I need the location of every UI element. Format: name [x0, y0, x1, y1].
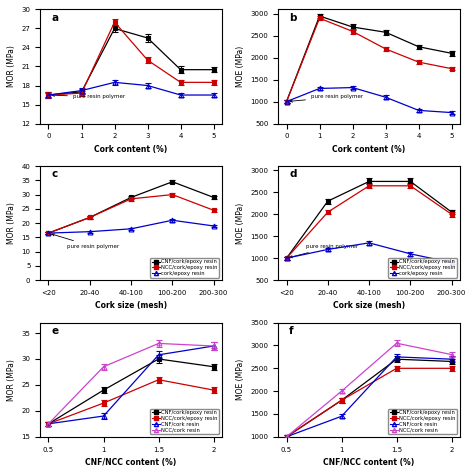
Y-axis label: MOE (MPa): MOE (MPa): [236, 202, 245, 244]
Text: pure resin polymer: pure resin polymer: [52, 234, 119, 249]
Legend: CNF/cork/epoxy resin, NCC/cork/epoxy resin, cork/epoxy resin: CNF/cork/epoxy resin, NCC/cork/epoxy res…: [388, 258, 457, 278]
Text: f: f: [289, 326, 294, 336]
Text: d: d: [289, 170, 297, 180]
X-axis label: Cork content (%): Cork content (%): [332, 145, 406, 154]
Text: c: c: [51, 170, 57, 180]
Y-axis label: MOR (MPa): MOR (MPa): [7, 46, 16, 87]
Y-axis label: MOR (MPa): MOR (MPa): [7, 359, 16, 401]
Text: pure resin polymer: pure resin polymer: [290, 94, 363, 102]
X-axis label: CNF/NCC content (%): CNF/NCC content (%): [85, 458, 177, 467]
Legend: CNF/cork/epoxy resin, NCC/cork/epoxy resin, CNF/cork resin, NCC/cork resin: CNF/cork/epoxy resin, NCC/cork/epoxy res…: [388, 409, 457, 434]
X-axis label: Cork size (mesh): Cork size (mesh): [95, 301, 167, 310]
X-axis label: Cork content (%): Cork content (%): [94, 145, 168, 154]
Y-axis label: MOE (MPa): MOE (MPa): [236, 46, 245, 87]
Y-axis label: MOR (MPa): MOR (MPa): [7, 202, 16, 244]
Text: e: e: [51, 326, 58, 336]
X-axis label: Cork size (mesh): Cork size (mesh): [333, 301, 405, 310]
Text: pure resin polymer: pure resin polymer: [290, 244, 357, 258]
X-axis label: CNF/NCC content (%): CNF/NCC content (%): [323, 458, 415, 467]
Text: b: b: [289, 13, 297, 23]
Text: a: a: [51, 13, 58, 23]
Legend: CNF/cork/epoxy resin, NCC/cork/epoxy resin, CNF/cork resin, NCC/cork resin: CNF/cork/epoxy resin, NCC/cork/epoxy res…: [150, 409, 219, 434]
Text: pure resin polymer: pure resin polymer: [52, 94, 125, 100]
Legend: CNF/cork/epoxy resin, NCC/cork/epoxy resin, cork/epoxy resin: CNF/cork/epoxy resin, NCC/cork/epoxy res…: [150, 258, 219, 278]
Y-axis label: MOE (MPa): MOE (MPa): [236, 359, 245, 401]
